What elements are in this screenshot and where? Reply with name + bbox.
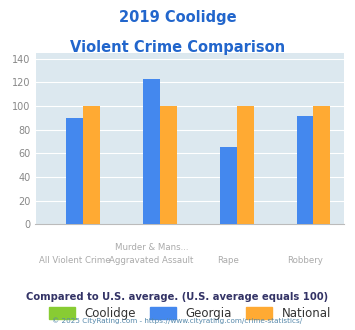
Text: Robbery: Robbery <box>287 256 323 265</box>
Legend: Coolidge, Georgia, National: Coolidge, Georgia, National <box>44 302 335 325</box>
Text: © 2025 CityRating.com - https://www.cityrating.com/crime-statistics/: © 2025 CityRating.com - https://www.city… <box>53 317 302 324</box>
Text: Rape: Rape <box>217 256 239 265</box>
Bar <box>237 106 253 224</box>
Text: 2019 Coolidge: 2019 Coolidge <box>119 10 236 25</box>
Bar <box>220 148 237 224</box>
Text: Compared to U.S. average. (U.S. average equals 100): Compared to U.S. average. (U.S. average … <box>26 292 329 302</box>
Bar <box>143 79 160 224</box>
Text: Murder & Mans...: Murder & Mans... <box>115 243 188 251</box>
Bar <box>160 106 177 224</box>
Text: All Violent Crime: All Violent Crime <box>39 256 111 265</box>
Text: Violent Crime Comparison: Violent Crime Comparison <box>70 40 285 54</box>
Bar <box>83 106 100 224</box>
Bar <box>296 115 313 224</box>
Bar <box>313 106 330 224</box>
Bar <box>66 118 83 224</box>
Text: Aggravated Assault: Aggravated Assault <box>109 256 194 265</box>
